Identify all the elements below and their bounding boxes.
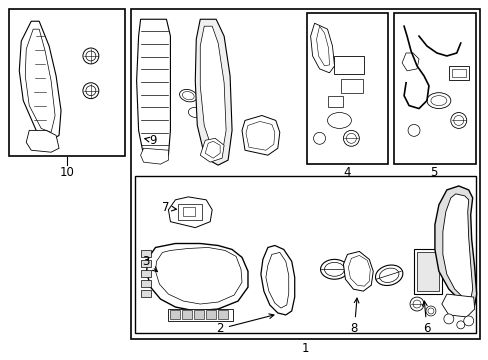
Ellipse shape [379,268,398,283]
Bar [206,310,216,319]
Polygon shape [136,19,170,160]
Bar [170,310,180,319]
Circle shape [83,83,99,99]
Text: 2: 2 [216,314,273,336]
Bar [168,309,233,321]
Text: 7: 7 [162,201,176,214]
Circle shape [343,130,359,146]
Polygon shape [195,19,232,165]
Polygon shape [245,121,274,150]
Circle shape [86,86,96,96]
Polygon shape [441,294,474,317]
Text: 3: 3 [142,255,157,272]
Bar [413,249,441,294]
Bar [218,310,227,319]
Text: 9: 9 [144,134,156,147]
Circle shape [425,306,435,316]
Polygon shape [442,194,472,299]
Text: 10: 10 [60,166,74,179]
Ellipse shape [188,108,202,118]
Bar [141,280,150,287]
Polygon shape [25,29,55,132]
Bar [448,66,468,80]
Circle shape [443,314,453,324]
Text: 6: 6 [422,301,430,336]
Polygon shape [146,243,247,311]
Ellipse shape [430,96,446,105]
Bar [341,79,363,93]
Bar [178,204,202,220]
Polygon shape [310,23,334,73]
Circle shape [427,308,433,314]
Circle shape [407,125,419,136]
Polygon shape [200,138,224,162]
Bar [393,13,475,164]
Text: 1: 1 [301,342,309,355]
Polygon shape [155,247,242,304]
Polygon shape [401,53,418,71]
Circle shape [346,133,356,143]
Bar [130,9,479,339]
Circle shape [409,297,423,311]
Circle shape [83,48,99,64]
Ellipse shape [327,113,351,129]
Ellipse shape [320,260,347,279]
Polygon shape [347,255,369,286]
Polygon shape [242,116,279,155]
Bar [134,176,475,333]
Polygon shape [261,246,294,315]
Ellipse shape [375,265,402,285]
Bar [141,290,150,297]
Bar [327,96,343,107]
Bar [451,69,465,77]
Ellipse shape [179,89,197,102]
Bar [141,251,150,257]
Circle shape [456,321,464,329]
Bar [9,9,124,156]
Polygon shape [19,21,61,140]
Polygon shape [205,141,220,158]
Text: 8: 8 [350,298,358,336]
Polygon shape [316,26,329,66]
Bar [194,310,204,319]
Text: 4: 4 [343,166,350,179]
Ellipse shape [324,262,344,276]
Polygon shape [168,197,212,228]
Circle shape [313,132,325,144]
Bar [141,270,150,277]
Circle shape [86,51,96,61]
Text: 5: 5 [429,166,437,179]
Bar [416,252,438,291]
Polygon shape [200,26,225,154]
Polygon shape [343,251,372,291]
Circle shape [453,116,463,125]
Bar [334,56,364,74]
Bar [306,13,387,164]
Bar [141,260,150,267]
Polygon shape [434,186,476,307]
Polygon shape [141,148,168,164]
Circle shape [412,300,420,308]
Circle shape [463,316,473,326]
Ellipse shape [426,93,450,109]
Bar [183,207,195,216]
Ellipse shape [182,91,194,100]
Circle shape [450,113,466,129]
Polygon shape [265,252,288,308]
Bar [182,310,192,319]
Polygon shape [26,130,59,152]
